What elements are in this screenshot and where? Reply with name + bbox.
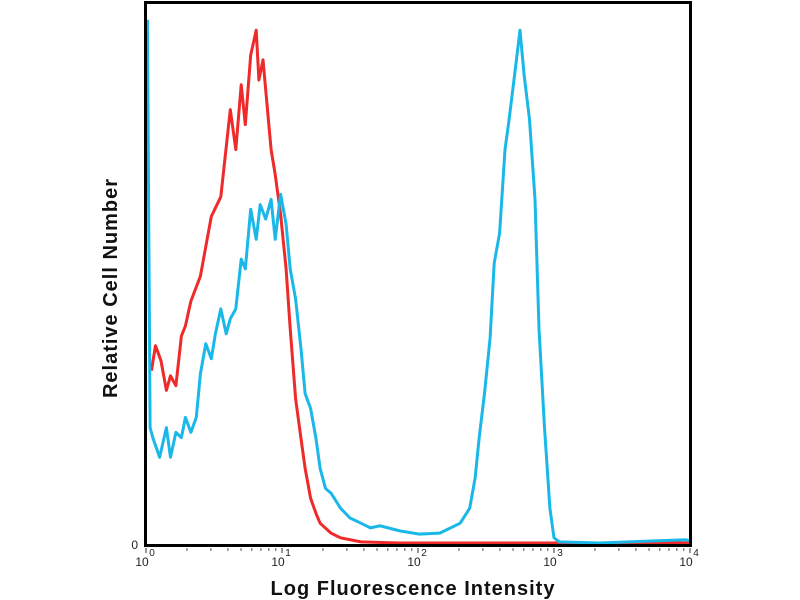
plot-area [146,3,690,545]
y-tick-label-0: 0 [131,538,138,552]
x-tick-label-3: 10 [543,555,557,569]
series-line-1 [145,19,691,545]
y-axis-title: Relative Cell Number [100,178,122,398]
x-tick-label-2: 10 [407,555,421,569]
x-tick-label-1: 10 [271,555,285,569]
x-tick-label-4: 10 [679,555,693,569]
x-tick-exponent-3: 3 [557,548,563,559]
plot-frame [144,1,692,547]
series-layer [145,19,691,545]
x-minor-ticks [186,548,685,551]
x-tick-label-0: 10 [135,555,149,569]
series-line-0 [149,28,690,545]
x-tick-exponent-1: 1 [285,548,291,559]
x-tick-exponent-0: 0 [149,548,155,559]
x-tick-exponent-4: 4 [693,548,699,559]
plot-background [146,3,690,545]
x-axis-title: Log Fluorescence Intensity [271,578,556,600]
x-tick-exponent-2: 2 [421,548,427,559]
